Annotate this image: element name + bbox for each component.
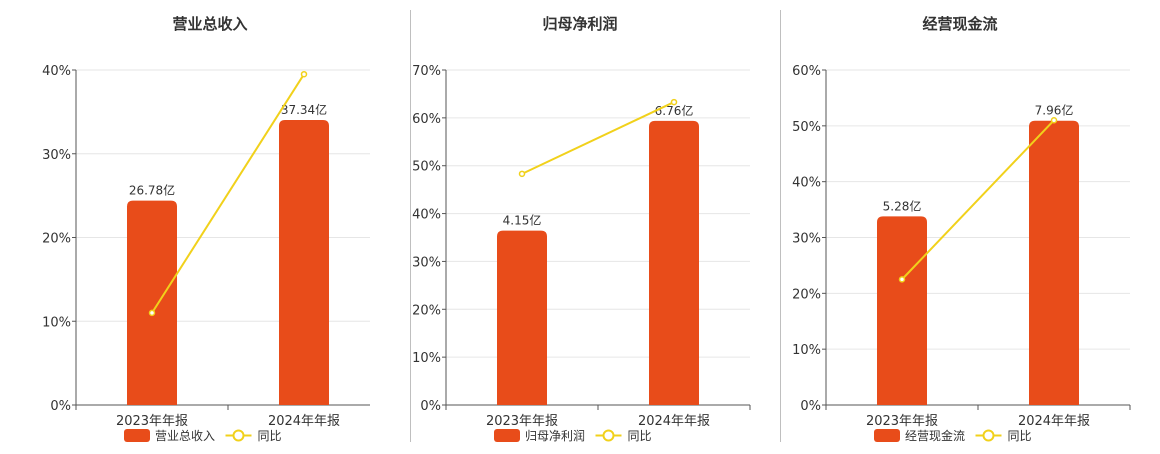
y-tick-label: 20% <box>42 232 71 247</box>
x-tick-label: 2024年年报 <box>1018 414 1090 429</box>
bar-value-label: 37.34亿 <box>281 102 327 117</box>
net-profit-chart: 归母净利润0%10%20%30%40%50%60%70%4.15亿6.76亿20… <box>412 15 751 443</box>
net-profit-chart-panel: 归母净利润 0% 10% 20% 30% 40% 50% 60% 70% 4.15亿 6.76亿 20… <box>370 0 751 450</box>
y-tick-label: 50% <box>412 160 441 175</box>
bar-value-label: 26.78亿 <box>129 183 175 198</box>
legend-bar-swatch <box>874 429 900 442</box>
y-tick-label: 20% <box>792 287 821 302</box>
bar-2024年年报 <box>649 120 699 406</box>
yoy-point <box>1050 117 1058 124</box>
yoy-point <box>518 170 526 178</box>
bar-2024年年报 <box>1029 120 1079 405</box>
legend-line-label: 同比 <box>1008 429 1032 443</box>
y-tick-label: 60% <box>792 64 821 79</box>
y-tick-label: 30% <box>42 148 71 163</box>
x-tick-label: 2023年年报 <box>116 414 188 429</box>
yoy-point <box>898 276 906 283</box>
y-tick-label: 40% <box>792 176 821 191</box>
yoy-point <box>148 309 156 317</box>
y-tick-label: 10% <box>412 351 441 366</box>
yoy-point <box>300 70 308 78</box>
yoy-line <box>521 101 675 175</box>
yoy-point <box>670 98 678 106</box>
cash-flow-chart-panel: 经营现金流 0% 10% 20% 30% 40% 50% 60% 5.28亿 7.96亿 2023年… <box>750 0 1131 450</box>
bar-value-label: 5.28亿 <box>883 198 922 213</box>
chart-title: 经营现金流 <box>922 15 997 33</box>
legend-line-label: 同比 <box>628 429 652 443</box>
chart-title: 归母净利润 <box>542 15 617 33</box>
legend-bar-label: 营业总收入 <box>155 429 215 443</box>
x-tick-label: 2023年年报 <box>486 414 558 429</box>
y-tick-label: 0% <box>50 399 71 414</box>
bar-2023年年报 <box>127 200 177 405</box>
y-tick-label: 10% <box>792 343 821 358</box>
legend-bar-swatch <box>124 429 150 442</box>
y-tick-label: 0% <box>420 399 441 414</box>
y-tick-label: 60% <box>412 112 441 127</box>
revenue-chart-panel: 营业总收入 0% 10% 20% 30% 40% 26.78亿 37.34亿 2023年年报 20… <box>0 0 381 450</box>
y-tick-label: 40% <box>42 64 71 79</box>
bar-2023年年报 <box>877 216 927 405</box>
yoy-line <box>901 119 1055 281</box>
revenue-chart: 营业总收入 0% 10% 20% 30% 40% 26.78亿 37.34亿 2023年年报 20… <box>42 15 381 443</box>
bar-2023年年报 <box>497 230 547 405</box>
panel-divider <box>780 10 781 442</box>
legend-bar-label: 经营现金流 <box>905 428 965 443</box>
legend-line-label: 同比 <box>258 429 282 443</box>
y-tick-label: 10% <box>42 315 71 330</box>
legend-line-marker <box>232 429 245 442</box>
legend-bar-label: 归母净利润 <box>525 429 585 443</box>
x-tick-label: 2023年年报 <box>866 414 938 429</box>
y-tick-label: 50% <box>792 120 821 135</box>
legend-line-marker <box>982 429 995 442</box>
legend-line-marker <box>602 429 615 442</box>
legend-bar-swatch <box>494 429 520 442</box>
y-tick-label: 30% <box>412 255 441 270</box>
y-tick-label: 70% <box>412 64 441 79</box>
bar-value-label: 4.15亿 <box>503 213 542 228</box>
y-tick-label: 20% <box>412 303 441 318</box>
cash-flow-chart: 经营现金流 0% 10% 20% 30% 40% 50% 60% 5.28亿 7.96亿 2023年… <box>792 15 1131 443</box>
yoy-line <box>151 73 305 314</box>
bar-value-label: 7.96亿 <box>1035 103 1074 118</box>
bar-2024年年报 <box>279 120 329 405</box>
panel-divider <box>410 10 411 442</box>
y-tick-label: 40% <box>412 208 441 223</box>
chart-title: 营业总收入 <box>172 15 247 33</box>
y-tick-label: 30% <box>792 232 821 247</box>
x-tick-label: 2024年年报 <box>638 414 710 429</box>
y-tick-label: 0% <box>800 399 821 414</box>
x-tick-label: 2024年年报 <box>268 414 340 429</box>
